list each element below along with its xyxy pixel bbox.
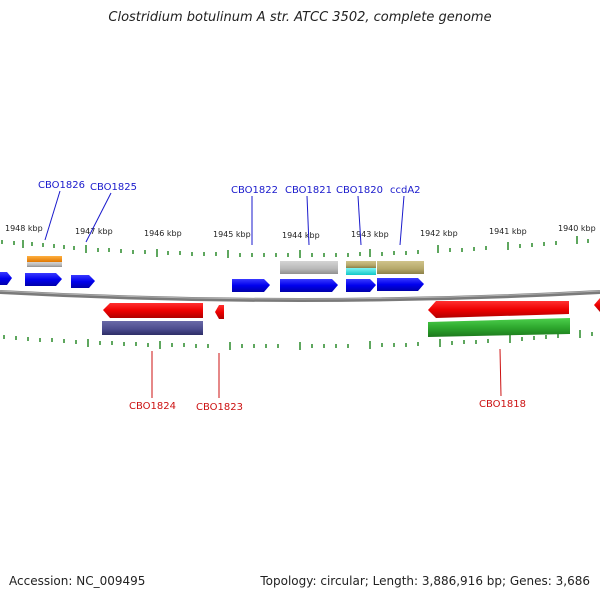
leader-line-cbo1818 xyxy=(499,348,502,397)
upper-tick-row xyxy=(1,236,589,258)
gene-arrow-cbo1820[interactable] xyxy=(346,279,376,292)
genome-backbone-highlight xyxy=(0,290,600,300)
leader-line-cbo1820 xyxy=(357,195,362,246)
gene-label-cbo1825[interactable]: CBO1825 xyxy=(90,182,137,193)
scale-label-1947-kbp: 1947 kbp xyxy=(75,227,113,236)
gene-arrow-left-edge[interactable] xyxy=(0,272,12,285)
forward-features xyxy=(0,256,424,292)
khaki-feature-cbo1820[interactable] xyxy=(346,261,376,268)
leader-line-ccda2 xyxy=(399,195,405,246)
gene-arrow-cbo1822[interactable] xyxy=(232,279,270,292)
gene-arrow-cbo1826[interactable] xyxy=(25,273,62,286)
lower-tick-row xyxy=(3,330,593,350)
gene-label-cbo1824[interactable]: CBO1824 xyxy=(129,401,176,412)
scale-label-1948-kbp: 1948 kbp xyxy=(5,224,43,233)
cyan-feature-cbo1820[interactable] xyxy=(346,268,376,275)
gray-feature-cbo1826[interactable] xyxy=(27,262,62,267)
topology-text: Topology: circular; Length: 3,886,916 bp… xyxy=(260,574,590,588)
leader-line-cbo1821 xyxy=(306,195,310,246)
gene-arrow-cbo1821[interactable] xyxy=(280,279,338,292)
scale-label-1942-kbp: 1942 kbp xyxy=(420,229,458,238)
forward-labels: CBO1826 CBO1825 CBO1822 CBO1821 CBO1820 … xyxy=(38,180,421,246)
khaki-feature-ccda2[interactable] xyxy=(377,261,424,274)
leader-line-cbo1825 xyxy=(85,192,112,243)
genome-backbone xyxy=(0,290,600,302)
gene-label-cbo1826[interactable]: CBO1826 xyxy=(38,180,85,191)
gene-label-cbo1823[interactable]: CBO1823 xyxy=(196,402,243,413)
scale-label-1940-kbp: 1940 kbp xyxy=(558,224,596,233)
reverse-labels: CBO1824 CBO1823 CBO1818 xyxy=(129,348,526,413)
gene-arrow-right-edge[interactable] xyxy=(594,298,600,312)
reverse-features xyxy=(102,298,600,337)
scale-label-1945-kbp: 1945 kbp xyxy=(213,230,251,239)
gene-arrow-cbo1818[interactable] xyxy=(428,301,569,318)
upper-scale: 1948 kbp 1947 kbp 1946 kbp 1945 kbp 1944… xyxy=(1,224,596,258)
gene-label-cbo1820[interactable]: CBO1820 xyxy=(336,185,383,196)
gene-label-cbo1822[interactable]: CBO1822 xyxy=(231,185,278,196)
green-feature-cbo1818[interactable] xyxy=(428,318,570,337)
slate-feature-cbo1824[interactable] xyxy=(102,321,203,335)
gene-arrow-ccda2[interactable] xyxy=(377,278,424,291)
scale-label-1944-kbp: 1944 kbp xyxy=(282,231,320,240)
gene-label-cbo1818[interactable]: CBO1818 xyxy=(479,399,526,410)
orange-feature-cbo1826[interactable] xyxy=(27,256,62,262)
scale-label-1941-kbp: 1941 kbp xyxy=(489,227,527,236)
gene-arrow-cbo1823[interactable] xyxy=(215,305,224,319)
gene-arrow-cbo1824[interactable] xyxy=(103,303,203,318)
accession-text: Accession: NC_009495 xyxy=(9,574,146,588)
scale-label-1943-kbp: 1943 kbp xyxy=(351,230,389,239)
page-title: Clostridium botulinum A str. ATCC 3502, … xyxy=(108,10,492,25)
gene-label-ccda2[interactable]: ccdA2 xyxy=(390,185,421,196)
lower-scale xyxy=(3,330,593,350)
leader-line-cbo1826 xyxy=(44,190,61,241)
gene-label-cbo1821[interactable]: CBO1821 xyxy=(285,185,332,196)
scale-label-1946-kbp: 1946 kbp xyxy=(144,229,182,238)
gray-feature-cbo1821[interactable] xyxy=(280,261,338,274)
gene-arrow-cbo1825[interactable] xyxy=(71,275,95,288)
